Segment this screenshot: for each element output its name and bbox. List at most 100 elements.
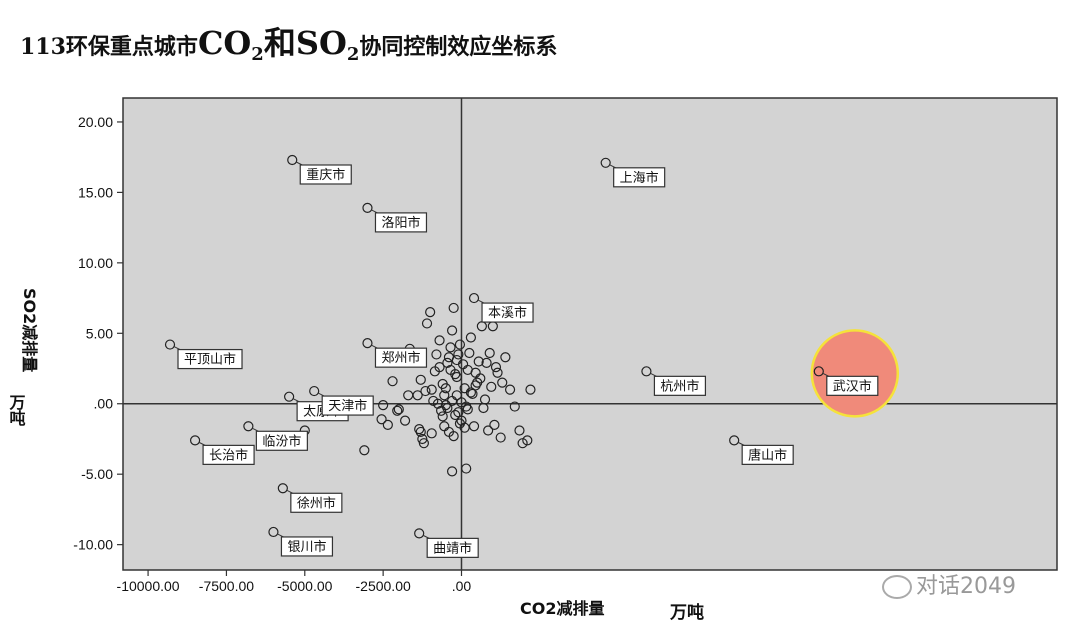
scatter-point [468,292,480,304]
scatter-point [164,339,176,350]
labeled-point-group: 杭州市 [641,366,707,396]
scatter-point [490,362,502,373]
scatter-point [489,419,500,430]
scatter-point [464,347,475,359]
scatter-point [437,411,448,422]
labeled-point-group: 武汉市 [813,366,879,396]
scatter-point [475,373,486,384]
labeled-point-group: 长治市 [189,435,255,465]
point-label-box [374,212,428,233]
labeled-point-group: 上海市 [600,157,666,188]
y-axis-title: SO2减排量 [20,288,39,372]
scatter-point [450,409,461,421]
scatter-point [439,421,450,432]
labeled-point-group: 本溪市 [468,292,534,323]
point-label-box [653,375,707,396]
scatter-point [382,419,393,430]
scatter-point [392,405,403,416]
watermark: 对话2049 [882,568,1016,600]
title-he: 和 [263,24,296,62]
x-axis: -10000.00 -7500.00 -5000.00 -2500.00 .00 [117,570,472,594]
scatter-point [284,391,295,402]
scatter-point [813,366,824,377]
x-tick-label: .00 [452,578,472,594]
scatter-point [362,202,373,213]
scatter-point [451,371,462,383]
scatter-point [454,339,466,350]
scatter-point [495,432,506,443]
labeled-point-group: 洛阳市 [362,202,428,233]
y-tick-label: 15.00 [78,184,113,200]
point-label-box [374,347,428,368]
x-axis-unit: 万吨 [669,602,704,623]
scatter-point [504,384,516,395]
scatter-point [277,483,288,494]
y-tick-label: 20.00 [78,114,113,130]
title-co2-subscript: 2 [251,44,264,65]
scatter-point [414,424,425,435]
scatter-point [445,364,456,376]
title-so2-subscript: 2 [346,44,360,65]
scatter-point [387,376,398,387]
point-label: 徐州市 [297,495,336,511]
scatter-point [600,157,611,168]
scatter-point [189,435,201,446]
scatter-point [432,398,444,409]
scatter-point [514,425,525,436]
scatter-point [362,338,373,349]
point-label: 本溪市 [488,305,527,321]
title-prefix: 113环保重点城市 [20,34,198,60]
scatter-point [479,394,491,405]
highlight-layer [810,329,900,418]
scatter-point [456,415,467,426]
y-axis: 20.00 15.00 10.00 5.00 .00 -5.00 -10.00 [73,114,123,553]
scatter-point [425,307,436,318]
title-so2: SO [295,24,347,62]
watermark-text: 对话2049 [916,574,1016,599]
scatter-point [461,401,472,412]
scatter-point [431,349,442,360]
scatter-point [442,357,453,368]
scatter-point [486,381,497,392]
point-label: 武汉市 [833,378,872,394]
y-tick-label: 10.00 [78,255,113,271]
labeled-points: 重庆市上海市洛阳市本溪市平顶山市郑州市杭州市武汉市太原市天津市长治市临汾市唐山市… [164,154,879,558]
point-label: 长治市 [209,447,248,463]
scatter-point [417,433,428,445]
scatter-point [451,354,462,366]
scatter-point [376,414,387,425]
point-label-box [826,375,879,396]
scatter-point [399,415,411,426]
labeled-point-group: 曲靖市 [414,528,479,558]
labeled-point-group: 徐州市 [277,483,343,513]
scatter-point [426,384,437,395]
labeled-point-group: 重庆市 [287,154,352,185]
scatter-point [439,390,450,401]
point-label-box [321,395,374,416]
scatter-point [483,425,494,436]
point-label: 重庆市 [306,167,345,183]
scatter-point [500,352,511,363]
point-label-box [255,430,308,451]
scatter-point [442,402,453,414]
point-label-box [613,167,666,188]
labeled-point-group: 临汾市 [243,421,308,451]
point-label: 杭州市 [660,378,699,394]
scatter-point [359,445,370,456]
scatter-point [434,362,445,373]
point-label-box [741,444,794,465]
point-label: 临汾市 [262,433,301,449]
scatter-point [459,422,470,433]
y-tick-label: .00 [94,396,114,412]
labeled-point-group: 唐山市 [729,435,794,465]
scatter-point [481,357,492,368]
scatter-point [461,463,472,474]
scatter-point [465,332,476,343]
scatter-point [440,383,451,394]
x-tick-label: -2500.00 [356,578,411,594]
labeled-point-group: 郑州市 [362,338,428,368]
scatter-points [299,302,536,477]
scatter-point [522,435,533,446]
scatter-point [446,466,458,477]
